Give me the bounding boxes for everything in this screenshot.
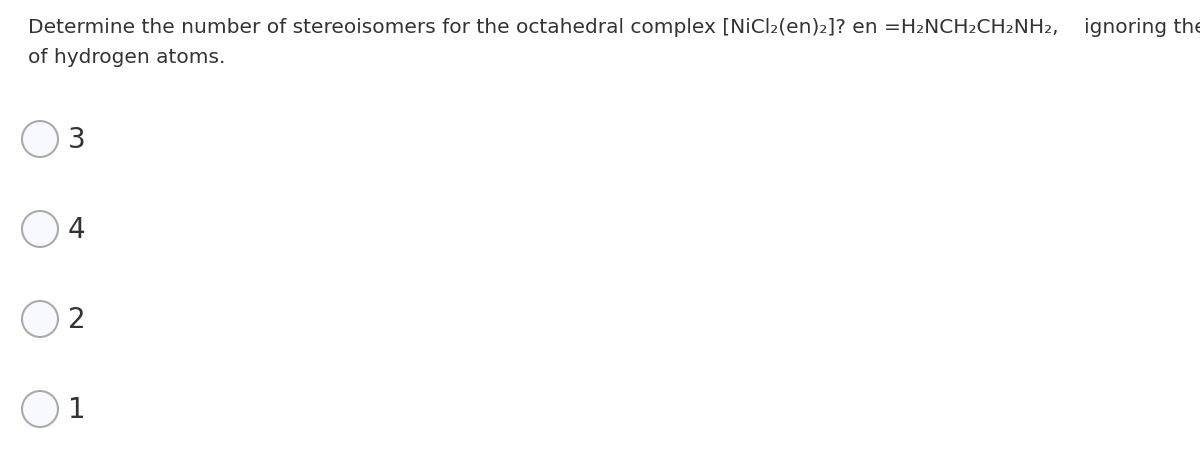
Ellipse shape — [22, 212, 58, 247]
Text: 4: 4 — [68, 216, 85, 243]
Text: 2: 2 — [68, 305, 85, 333]
Ellipse shape — [22, 122, 58, 157]
Text: Determine the number of stereoisomers for the octahedral complex [NiCl₂(en)₂]? e: Determine the number of stereoisomers fo… — [28, 18, 1200, 37]
Ellipse shape — [22, 302, 58, 337]
Text: of hydrogen atoms.: of hydrogen atoms. — [28, 48, 226, 67]
Text: 1: 1 — [68, 395, 85, 423]
Text: 3: 3 — [68, 126, 85, 154]
Ellipse shape — [22, 391, 58, 427]
